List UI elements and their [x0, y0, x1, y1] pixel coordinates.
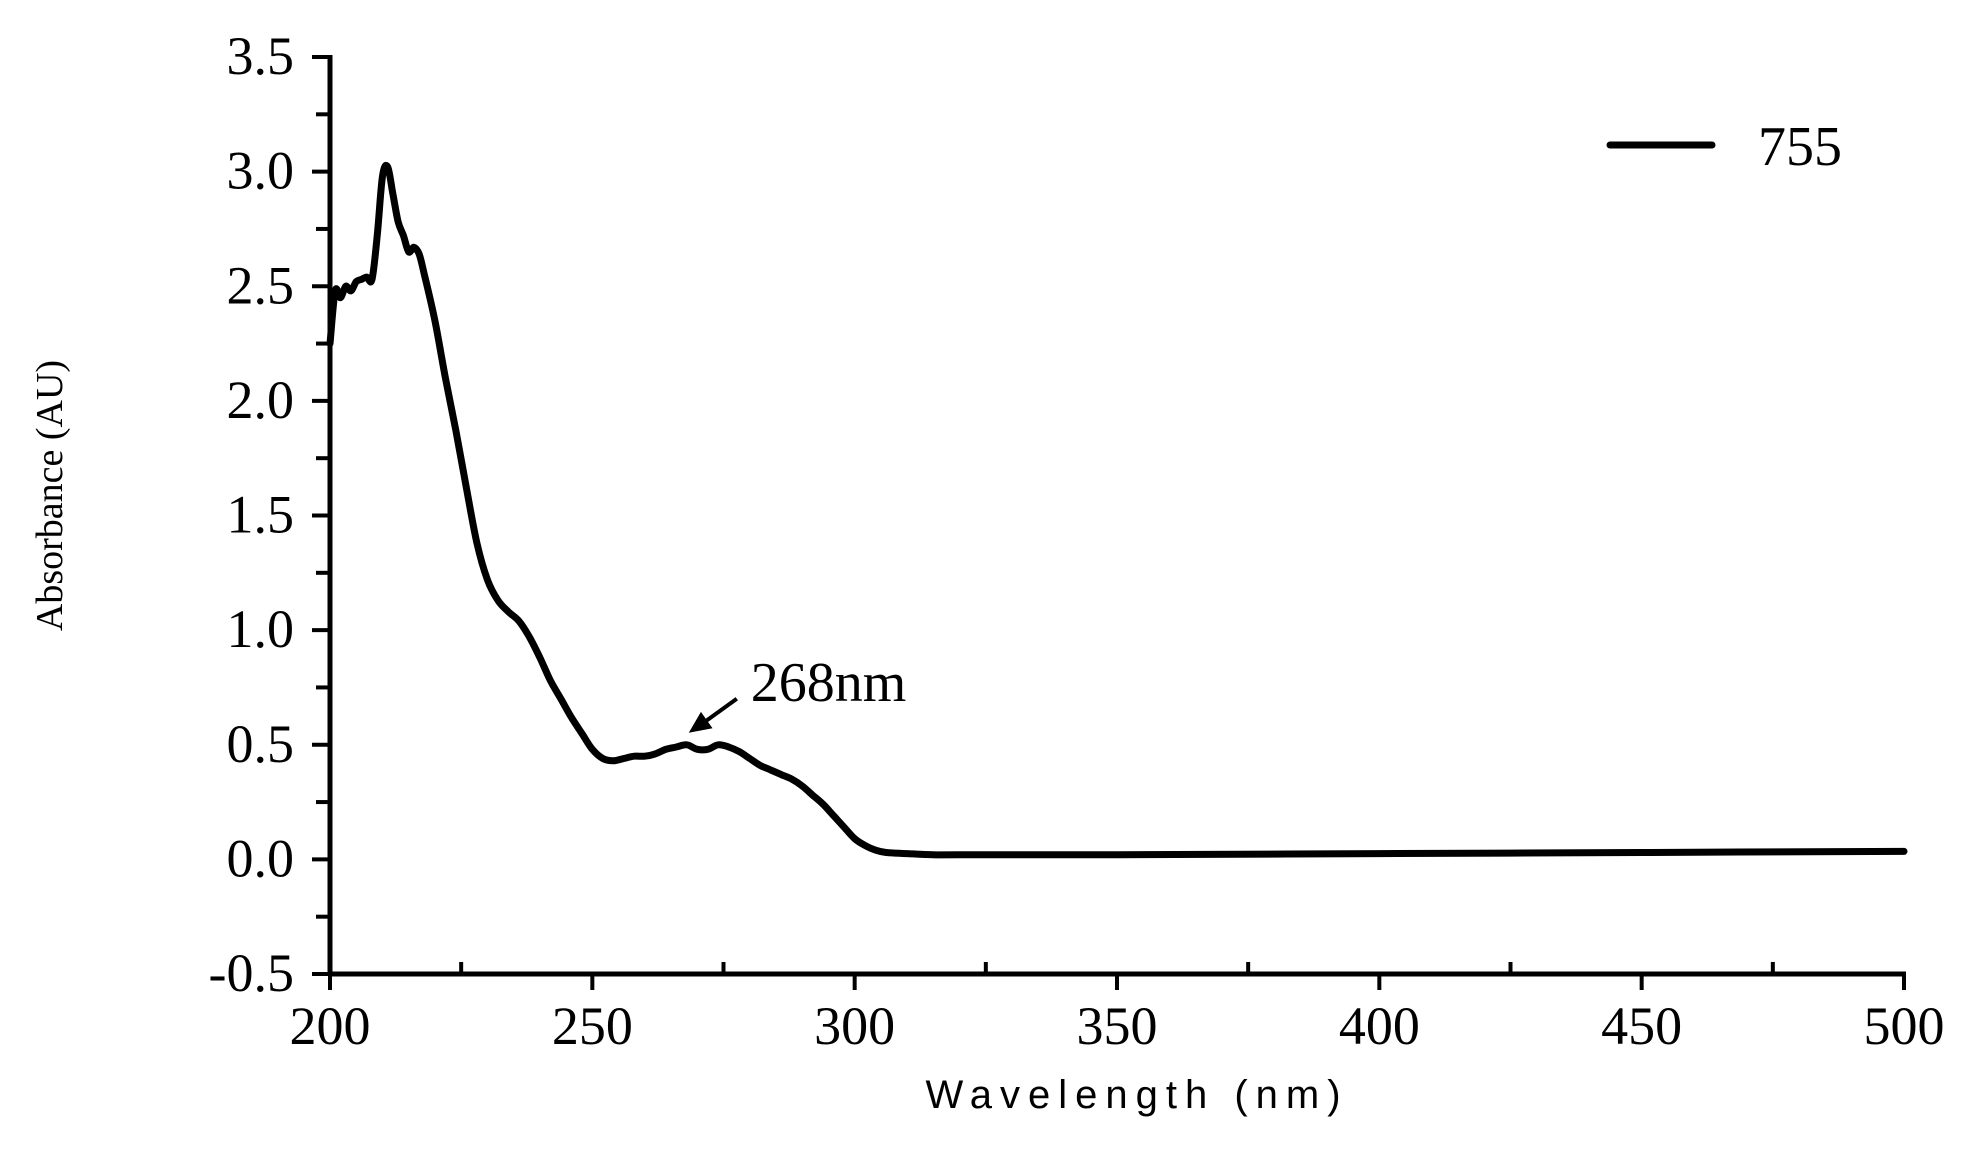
x-tick-label: 300: [814, 996, 895, 1056]
y-tick-label: -0.5: [209, 943, 294, 1003]
y-tick-label: 3.0: [227, 141, 295, 201]
annotation-arrow-head: [688, 711, 713, 733]
x-tick-label: 400: [1339, 996, 1420, 1056]
annotation-layer: 268nm: [688, 652, 907, 733]
legend: 755: [1606, 116, 1842, 178]
x-tick-label: 500: [1864, 996, 1945, 1056]
tick-labels: -0.5 0.0 0.5 1.0 1.5 2.0 2.5 3.0 3.5 200 250 300 350…: [209, 26, 1945, 1056]
y-tick-label: 1.5: [227, 485, 295, 545]
y-tick-label: 0.5: [227, 714, 295, 774]
y-tick-label: 0.0: [227, 828, 295, 888]
x-tick-label: 200: [290, 996, 371, 1056]
x-tick-label: 450: [1601, 996, 1682, 1056]
legend-label: 755: [1758, 116, 1842, 178]
y-tick-label: 3.5: [227, 26, 295, 86]
y-tick-label: 1.0: [227, 599, 295, 659]
series-layer: [326, 162, 1908, 859]
x-tick-label: 350: [1077, 996, 1158, 1056]
x-axis-label: Wavelength (nm): [925, 1073, 1348, 1117]
y-axis-label: Absorbance (AU): [29, 360, 71, 631]
axes: [327, 55, 1906, 977]
y-tick-label: 2.5: [227, 255, 295, 315]
x-tick-label: 250: [552, 996, 633, 1056]
y-tick-label: 2.0: [227, 370, 295, 430]
annotation-label: 268nm: [751, 652, 907, 714]
series-line-755: [326, 162, 1908, 859]
